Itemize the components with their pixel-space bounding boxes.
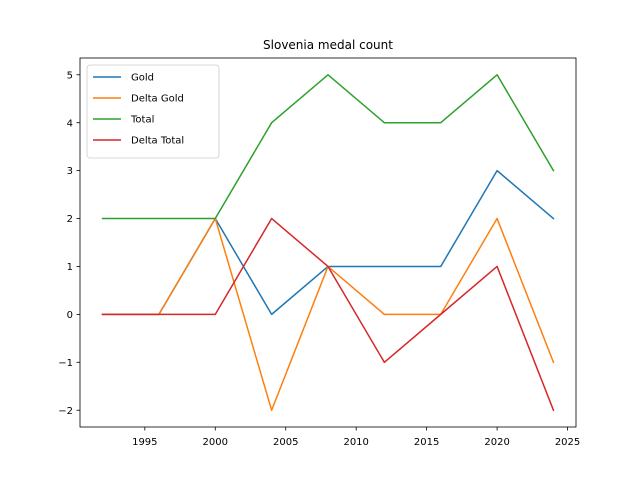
legend: Gold Delta Gold Total Delta Total xyxy=(86,64,220,159)
y-tick-label--1: −1 xyxy=(58,358,73,369)
plot-frame xyxy=(79,57,577,428)
x-tick-label-2005: 2005 xyxy=(273,437,298,448)
x-tick-label-2015: 2015 xyxy=(414,437,439,448)
legend-label-0: Gold xyxy=(131,73,154,84)
axes: 1995 2000 2005 2010 2015 2020 2025 −2 −1 0 1 2 3 4 5 xyxy=(58,57,580,448)
series-lines xyxy=(101,74,555,412)
x-tick-label-1995: 1995 xyxy=(132,437,157,448)
legend-label-1: Delta Gold xyxy=(131,94,184,105)
x-tick-label-2025: 2025 xyxy=(555,437,580,448)
legend-box xyxy=(86,64,220,159)
x-tick-label-2020: 2020 xyxy=(484,437,509,448)
y-tick-label-5: 5 xyxy=(67,70,73,81)
legend-label-2: Total xyxy=(130,115,154,126)
x-tick-label-2000: 2000 xyxy=(203,437,228,448)
y-tick-label-3: 3 xyxy=(67,166,73,177)
series-line-2 xyxy=(101,74,555,220)
y-tick-label-2: 2 xyxy=(67,214,73,225)
y-tick-label-1: 1 xyxy=(67,262,73,273)
series-line-3 xyxy=(101,217,555,412)
chart-title: Slovenia medal count xyxy=(263,38,393,52)
x-tick-label-2010: 2010 xyxy=(343,437,368,448)
y-tick-label-0: 0 xyxy=(67,310,73,321)
series-line-0 xyxy=(101,169,555,316)
legend-label-3: Delta Total xyxy=(131,136,184,147)
y-tick-label--2: −2 xyxy=(58,406,73,417)
y-tick-label-4: 4 xyxy=(67,118,73,129)
